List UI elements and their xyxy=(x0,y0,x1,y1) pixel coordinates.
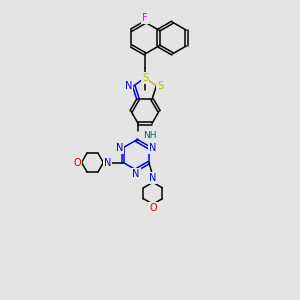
Text: F: F xyxy=(142,13,148,23)
Text: N: N xyxy=(104,158,111,167)
Text: N: N xyxy=(125,81,133,91)
Text: O: O xyxy=(149,203,157,213)
Text: N: N xyxy=(149,173,157,183)
Text: NH: NH xyxy=(143,131,157,140)
Text: O: O xyxy=(74,158,81,167)
Text: N: N xyxy=(149,143,157,153)
Text: S: S xyxy=(157,81,164,91)
Text: S: S xyxy=(142,73,148,83)
Text: N: N xyxy=(116,143,123,153)
Text: N: N xyxy=(132,169,140,179)
